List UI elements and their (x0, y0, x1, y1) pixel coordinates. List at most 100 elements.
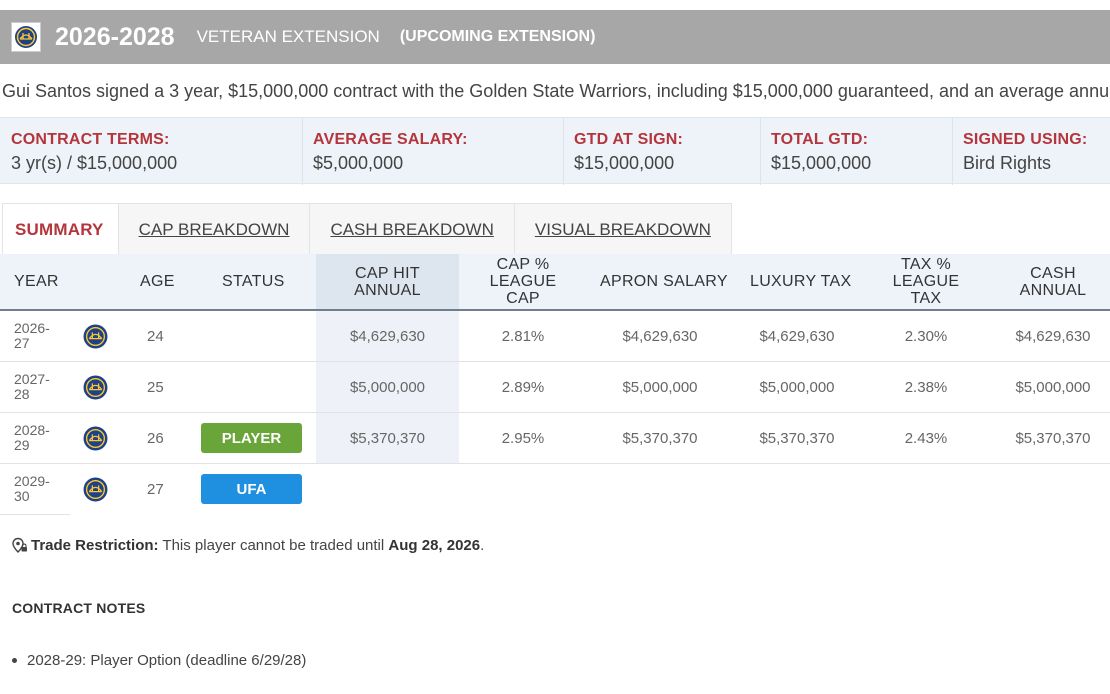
term-value: $15,000,000 (574, 153, 675, 173)
team-logo-icon (83, 362, 108, 412)
tab-summary[interactable]: SUMMARY (3, 204, 119, 255)
col-tax-pct-line2: LEAGUE TAX (892, 273, 960, 307)
term-value: Bird Rights (963, 153, 1052, 173)
team-logo-icon (83, 311, 108, 361)
player-option-badge: PLAYER (201, 423, 302, 453)
contract-status: (UPCOMING EXTENSION) (399, 28, 596, 45)
col-cap-hit: CAP HIT ANNUAL (316, 254, 459, 309)
cash-cell: $4,629,630 (1015, 327, 1091, 345)
year-end: 29 (14, 437, 30, 453)
cap-hit-cell: $5,370,370 (316, 413, 459, 463)
table-header: YEAR AGE STATUS CAP HIT ANNUAL CAP % LEA… (0, 254, 1110, 311)
table-row: 2027- 28 25 $5,000,000 2.89% $5,000,000 … (0, 362, 1110, 413)
year-cell: 2027- 28 (14, 362, 50, 412)
tab-cash-breakdown[interactable]: CASH BREAKDOWN (310, 204, 515, 255)
year-cell: 2029- 30 (14, 464, 50, 514)
row-divider (0, 514, 70, 515)
term-contract-terms: CONTRACT TERMS: 3 yr(s) / $15,000,000 (0, 118, 303, 185)
col-luxury-tax: LUXURY TAX (750, 273, 852, 290)
term-label: CONTRACT TERMS: (11, 131, 170, 148)
lux-cell: $5,370,370 (759, 429, 835, 447)
lock-location-icon (12, 537, 27, 553)
year-start: 2028- (14, 422, 50, 438)
trade-restriction: Trade Restriction: This player cannot be… (11, 537, 484, 554)
age-cell: 24 (147, 327, 164, 345)
col-cash-line2: ANNUAL (1019, 281, 1087, 299)
team-logo-icon (83, 464, 108, 514)
term-total-gtd: TOTAL GTD: $15,000,000 (760, 118, 953, 185)
year-cell: 2028- 29 (14, 413, 50, 463)
lux-cell: $5,000,000 (759, 378, 835, 396)
trade-text: This player cannot be traded until (158, 537, 389, 554)
tab-cap-breakdown[interactable]: CAP BREAKDOWN (119, 204, 311, 255)
tax-pct-cell: 2.38% (904, 378, 948, 396)
contract-note-item: 2028-29: Player Option (deadline 6/29/28… (12, 652, 306, 669)
apron-cell: $5,370,370 (622, 429, 698, 447)
col-apron-salary: APRON SALARY (600, 273, 728, 290)
lux-cell: $4,629,630 (759, 327, 835, 345)
term-label: TOTAL GTD: (771, 131, 869, 148)
year-end: 27 (14, 335, 30, 351)
cap-pct-cell: 2.81% (501, 327, 545, 345)
table-row: 2029- 30 27 UFA (0, 464, 1110, 515)
age-cell: 25 (147, 378, 164, 396)
age-cell: 27 (147, 480, 164, 498)
term-value: $15,000,000 (771, 153, 872, 173)
year-end: 30 (14, 488, 30, 504)
contract-type: VETERAN EXTENSION (196, 27, 380, 46)
col-cash-line1: CASH (1030, 264, 1076, 282)
contract-table: YEAR AGE STATUS CAP HIT ANNUAL CAP % LEA… (0, 254, 1110, 515)
contract-terms-bar: CONTRACT TERMS: 3 yr(s) / $15,000,000 AV… (0, 117, 1110, 185)
col-cap-hit-line1: CAP HIT (355, 264, 420, 282)
table-row: 2028- 29 26 PLAYER $5,370,370 2.95% $5,3… (0, 413, 1110, 464)
warriors-logo-icon (11, 22, 41, 52)
col-age: AGE (140, 273, 175, 290)
term-gtd-at-sign: GTD AT SIGN: $15,000,000 (563, 118, 761, 185)
term-signed-using: SIGNED USING: Bird Rights (952, 118, 1110, 185)
col-cap-pct: CAP % LEAGUE CAP (473, 254, 573, 309)
tax-pct-cell: 2.43% (904, 429, 948, 447)
col-status: STATUS (222, 273, 285, 290)
term-label: AVERAGE SALARY: (313, 131, 468, 148)
tab-visual-breakdown[interactable]: VISUAL BREAKDOWN (534, 219, 711, 239)
ufa-badge: UFA (201, 474, 302, 504)
col-cap-pct-line1: CAP % (496, 256, 550, 273)
status-cell: PLAYER (201, 413, 302, 463)
bullet-icon (12, 658, 17, 663)
cap-pct-cell: 2.89% (501, 378, 545, 396)
term-average-salary: AVERAGE SALARY: $5,000,000 (302, 118, 564, 185)
trade-end: . (480, 537, 485, 554)
year-end: 28 (14, 386, 30, 402)
contract-years: 2026-2028 (55, 22, 175, 51)
year-start: 2029- (14, 473, 50, 489)
col-tax-pct-line1: TAX % (900, 256, 952, 273)
team-logo-icon (83, 413, 108, 463)
term-label: GTD AT SIGN: (574, 131, 684, 148)
cap-pct-cell: 2.95% (501, 429, 545, 447)
tax-pct-cell: 2.30% (904, 327, 948, 345)
col-cap-pct-line2: LEAGUE CAP (489, 273, 557, 307)
trade-date: Aug 28, 2026 (388, 537, 481, 554)
term-label: SIGNED USING: (963, 131, 1088, 148)
col-cap-hit-line2: ANNUAL (354, 281, 421, 299)
term-value: 3 yr(s) / $15,000,000 (11, 153, 178, 173)
cash-cell: $5,370,370 (1015, 429, 1091, 447)
contract-header: 2026-2028 VETERAN EXTENSION (UPCOMING EX… (0, 10, 1110, 64)
table-row: 2026- 27 24 $4,629,630 2.81% $4,629,630 … (0, 311, 1110, 362)
note-text: 2028-29: Player Option (deadline 6/29/28… (27, 652, 307, 669)
status-cell: UFA (201, 464, 302, 514)
cap-hit-cell: $5,000,000 (316, 362, 459, 412)
cash-cell: $5,000,000 (1015, 378, 1091, 396)
apron-cell: $4,629,630 (622, 327, 698, 345)
age-cell: 26 (147, 429, 164, 447)
contract-description: Gui Santos signed a 3 year, $15,000,000 … (2, 81, 1110, 101)
cap-hit-cell: $4,629,630 (316, 311, 459, 361)
breakdown-tabs: SUMMARY CAP BREAKDOWN CASH BREAKDOWN VIS… (2, 203, 732, 255)
year-cell: 2026- 27 (14, 311, 50, 361)
col-cash: CASH ANNUAL (1013, 254, 1093, 309)
contract-notes-heading: CONTRACT NOTES (12, 600, 146, 616)
year-start: 2026- (14, 320, 50, 336)
year-start: 2027- (14, 371, 50, 387)
apron-cell: $5,000,000 (622, 378, 698, 396)
term-value: $5,000,000 (313, 153, 404, 173)
